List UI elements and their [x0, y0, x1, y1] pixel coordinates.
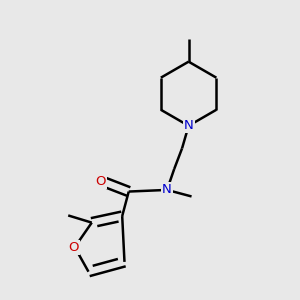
Text: N: N	[184, 119, 194, 132]
Text: N: N	[162, 183, 172, 196]
Text: O: O	[96, 175, 106, 188]
Text: O: O	[68, 241, 79, 254]
